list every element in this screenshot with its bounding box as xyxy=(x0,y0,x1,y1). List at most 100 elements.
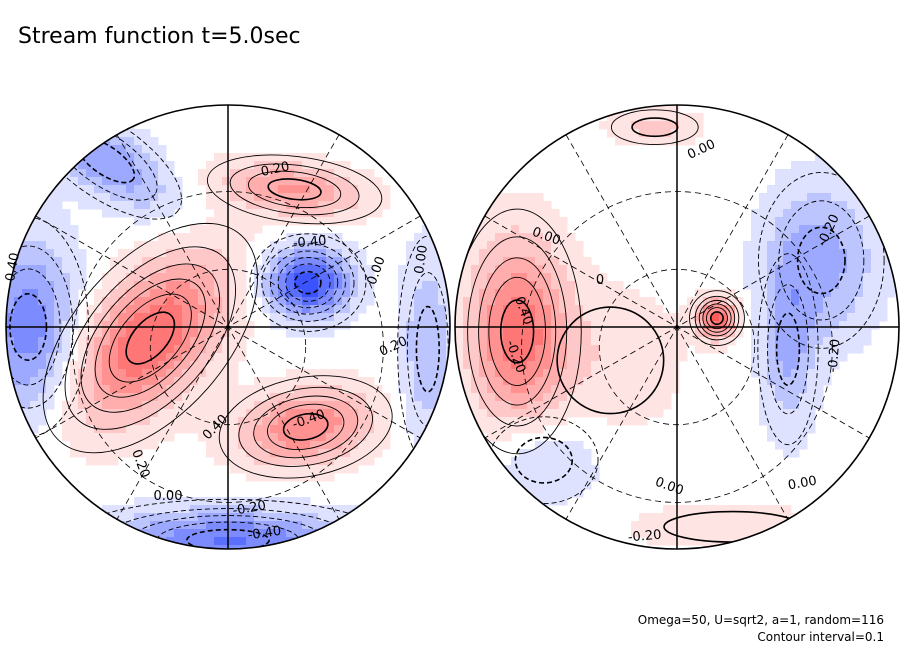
field-cell xyxy=(743,513,752,522)
field-cell xyxy=(110,369,119,378)
field-cell xyxy=(799,209,808,218)
field-cell xyxy=(623,137,632,146)
field-cell xyxy=(30,321,39,330)
field-cell xyxy=(527,297,536,306)
field-cell xyxy=(30,369,39,378)
field-cell xyxy=(551,281,560,290)
field-cell xyxy=(543,449,552,458)
field-cell xyxy=(711,305,720,314)
field-cell xyxy=(230,361,239,370)
field-cell xyxy=(422,417,431,426)
field-cell xyxy=(647,401,656,410)
field-cell xyxy=(6,297,15,306)
field-cell xyxy=(310,289,319,298)
field-cell xyxy=(479,401,488,410)
field-cell xyxy=(318,433,327,442)
field-cell xyxy=(823,321,832,330)
field-cell xyxy=(487,401,496,410)
field-cell xyxy=(118,329,127,338)
field-cell xyxy=(102,289,111,298)
field-cell xyxy=(406,329,415,338)
field-cell xyxy=(495,377,504,386)
field-cell xyxy=(815,177,824,186)
field-cell xyxy=(150,337,159,346)
field-cell xyxy=(62,193,71,202)
field-cell xyxy=(663,385,672,394)
field-cell xyxy=(230,417,239,426)
field-cell xyxy=(94,289,103,298)
field-cell xyxy=(94,401,103,410)
field-cell xyxy=(286,393,295,402)
field-cell xyxy=(190,249,199,258)
field-cell xyxy=(406,377,415,386)
field-cell xyxy=(511,321,520,330)
field-cell xyxy=(543,201,552,210)
field-cell xyxy=(583,265,592,274)
field-cell xyxy=(398,353,407,362)
field-cell xyxy=(118,321,127,330)
field-cell xyxy=(86,369,95,378)
field-cell xyxy=(679,345,688,354)
field-cell xyxy=(126,361,135,370)
field-cell xyxy=(214,225,223,234)
field-cell xyxy=(14,265,23,274)
field-cell xyxy=(615,361,624,370)
field-cell xyxy=(126,353,135,362)
field-cell xyxy=(182,401,191,410)
field-cell xyxy=(302,273,311,282)
field-cell xyxy=(350,265,359,274)
field-cell xyxy=(302,305,311,314)
field-cell xyxy=(823,233,832,242)
field-cell xyxy=(62,281,71,290)
field-cell xyxy=(767,201,776,210)
field-cell xyxy=(46,305,55,314)
field-cell xyxy=(334,449,343,458)
field-cell xyxy=(38,369,47,378)
field-cell xyxy=(174,313,183,322)
field-cell xyxy=(535,217,544,226)
field-cell xyxy=(759,409,768,418)
field-cell xyxy=(551,265,560,274)
field-cell xyxy=(286,249,295,258)
field-cell xyxy=(246,193,255,202)
field-cell xyxy=(791,401,800,410)
field-cell xyxy=(326,177,335,186)
field-cell xyxy=(286,385,295,394)
field-cell xyxy=(342,241,351,250)
field-cell xyxy=(206,417,215,426)
field-cell xyxy=(350,209,359,218)
field-cell xyxy=(727,329,736,338)
field-cell xyxy=(262,385,271,394)
field-cell xyxy=(286,425,295,434)
field-cell xyxy=(543,217,552,226)
field-cell xyxy=(366,273,375,282)
field-cell xyxy=(807,393,816,402)
field-cell xyxy=(511,193,520,202)
field-cell xyxy=(487,289,496,298)
field-cell xyxy=(679,329,688,338)
field-cell xyxy=(102,505,111,514)
field-cell xyxy=(511,257,520,266)
field-cell xyxy=(366,441,375,450)
field-cell xyxy=(182,297,191,306)
field-cell xyxy=(358,257,367,266)
field-cell xyxy=(743,273,752,282)
field-cell xyxy=(703,345,712,354)
field-cell xyxy=(847,217,856,226)
field-cell xyxy=(126,401,135,410)
field-cell xyxy=(302,449,311,458)
field-cell xyxy=(495,345,504,354)
field-cell xyxy=(791,329,800,338)
field-cell xyxy=(398,369,407,378)
field-cell xyxy=(302,377,311,386)
field-cell xyxy=(711,297,720,306)
negative-contour xyxy=(6,245,74,409)
field-cell xyxy=(647,337,656,346)
field-cell xyxy=(519,425,528,434)
field-cell xyxy=(198,497,207,506)
field-cell xyxy=(775,417,784,426)
field-cell xyxy=(134,521,143,530)
field-cell xyxy=(294,521,303,530)
field-cell xyxy=(775,217,784,226)
field-cell xyxy=(278,457,287,466)
